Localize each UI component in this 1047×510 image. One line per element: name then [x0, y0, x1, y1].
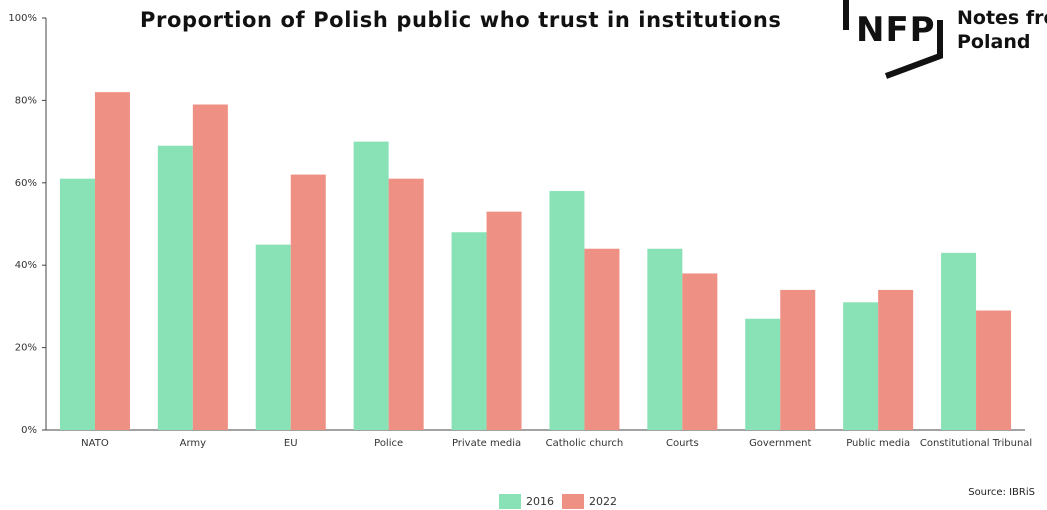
logo-line-2: Poland: [957, 31, 1031, 53]
legend-swatch-2016: [499, 493, 521, 509]
notes-from-poland-logo[interactable]: NFP Notes from Poland: [836, 0, 1047, 85]
bar-2022[interactable]: Constitutional Tribunal 2022: 29%: [976, 310, 1012, 430]
legend-item-2016[interactable]: 2016: [499, 493, 554, 509]
y-tick-label: 80%: [15, 95, 37, 106]
x-tick-label: EU: [284, 438, 298, 449]
x-tick-label: Courts: [666, 438, 699, 449]
bar-2022[interactable]: Police 2022: 61%: [388, 178, 424, 430]
y-tick-label: 20%: [15, 343, 37, 354]
bar-2016[interactable]: EU 2016: 45%: [255, 244, 291, 430]
bar-2022[interactable]: Government 2022: 34%: [780, 289, 816, 430]
logo-line-1: Notes from: [957, 7, 1047, 29]
bar-2016[interactable]: Catholic church 2016: 58%: [549, 191, 585, 430]
x-tick-label: Public media: [846, 438, 910, 449]
bar-2016[interactable]: Courts 2016: 44%: [647, 248, 683, 430]
x-tick-label: NATO: [81, 438, 109, 449]
chart-title: Proportion of Polish public who trust in…: [140, 8, 782, 32]
legend-swatch-2022: [562, 493, 584, 509]
legend-label-2016: 2016: [526, 494, 554, 508]
chart-legend: 2016 2022: [499, 492, 625, 510]
bar-2022[interactable]: Private media 2022: 53%: [486, 211, 522, 430]
bar-2016[interactable]: Army 2016: 69%: [157, 145, 193, 430]
logo-wordmark: Notes from Poland: [957, 6, 1047, 54]
bar-2022[interactable]: Public media 2022: 34%: [878, 289, 914, 430]
bar-2016[interactable]: Police 2016: 70%: [353, 141, 389, 430]
x-tick-label: Catholic church: [546, 438, 624, 449]
x-tick-label: Constitutional Tribunal: [920, 438, 1032, 449]
legend-label-2022: 2022: [589, 494, 617, 508]
bar-2022[interactable]: Army 2022: 79%: [192, 104, 228, 431]
source-note: Source: IBRiS: [968, 487, 1035, 498]
bar-2016[interactable]: Private media 2016: 48%: [451, 232, 487, 430]
x-tick-label: Private media: [452, 438, 521, 449]
bar-2022[interactable]: Catholic church 2022: 44%: [584, 248, 620, 430]
x-tick-label: Government: [749, 438, 811, 449]
nfp-bracket-icon: [843, 0, 943, 79]
bar-2022[interactable]: Courts 2022: 38%: [682, 273, 718, 430]
y-tick-label: 100%: [8, 13, 37, 24]
y-tick-label: 0%: [21, 425, 37, 436]
legend-item-2022[interactable]: 2022: [562, 493, 617, 509]
y-tick-label: 40%: [15, 260, 37, 271]
x-tick-label: Army: [180, 438, 207, 449]
logo-mark-text: NFP: [856, 10, 936, 50]
bar-2016[interactable]: Public media 2016: 31%: [843, 302, 879, 430]
bar-2016[interactable]: NATO 2016: 61%: [59, 178, 95, 430]
bar-2016[interactable]: Government 2016: 27%: [745, 318, 781, 430]
x-tick-label: Police: [374, 438, 403, 449]
bar-2016[interactable]: Constitutional Tribunal 2016: 43%: [941, 252, 977, 430]
bar-2022[interactable]: NATO 2022: 82%: [94, 92, 130, 430]
y-tick-label: 60%: [15, 178, 37, 189]
bar-2022[interactable]: EU 2022: 62%: [290, 174, 326, 430]
